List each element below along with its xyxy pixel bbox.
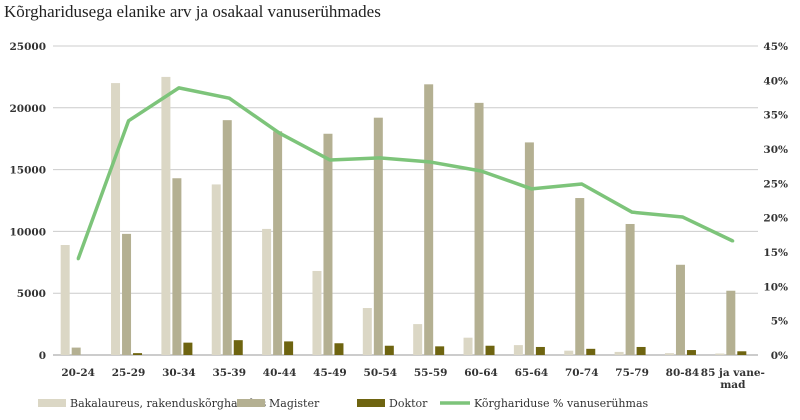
y-right-tick-label: 45% <box>763 41 788 53</box>
x-tick-label: 25-29 <box>112 367 146 379</box>
line-point <box>177 86 181 90</box>
legend-swatch <box>357 399 385 407</box>
x-tick-label: 65-64 <box>515 367 549 379</box>
x-tick-label: 50-54 <box>364 367 398 379</box>
bar-1 <box>172 178 182 355</box>
bar-2 <box>435 346 445 355</box>
bar-0 <box>312 270 322 355</box>
y-left-tick-label: 5000 <box>17 288 46 300</box>
y-left-tick-label: 25000 <box>9 41 46 53</box>
bar-0 <box>362 308 372 355</box>
bar-0 <box>614 351 624 355</box>
bar-0 <box>513 345 523 355</box>
bar-2 <box>636 346 646 355</box>
bar-1 <box>675 264 685 355</box>
bar-1 <box>726 290 736 355</box>
bar-0 <box>564 350 574 355</box>
legend-label: Magister <box>269 397 320 410</box>
bar-2 <box>183 342 193 355</box>
y-right-tick-label: 30% <box>763 144 788 156</box>
x-tick-label: 20-24 <box>61 367 95 379</box>
line-point <box>731 239 735 243</box>
line-series <box>76 86 734 260</box>
bar-2 <box>737 351 747 355</box>
y-right-tick-label: 5% <box>771 316 788 328</box>
legend-label: Kõrghariduse % vanuserühmas <box>474 397 649 410</box>
line-point <box>630 210 634 214</box>
bar-2 <box>535 346 545 355</box>
y-right-tick-label: 40% <box>763 75 788 87</box>
x-tick-label: 70-74 <box>565 367 599 379</box>
y-right-tick-label: 10% <box>763 281 788 293</box>
bar-1 <box>122 233 132 355</box>
x-tick-label: 35-39 <box>212 367 246 379</box>
line-point <box>378 156 382 160</box>
bar-2 <box>284 341 294 355</box>
bar-1 <box>575 198 585 355</box>
y-right-tick-label: 35% <box>763 110 788 122</box>
x-tick-label: mad <box>720 379 746 391</box>
x-tick-label: 60-64 <box>464 367 498 379</box>
bar-0 <box>211 184 221 355</box>
bar-1 <box>323 133 333 355</box>
chart-title: Kõrgharidusega elanike arv ja osakaal va… <box>4 2 381 21</box>
y-left-tick-label: 20000 <box>9 103 46 115</box>
line-point <box>328 158 332 162</box>
x-tick-label: 85 ja vane- <box>701 367 765 379</box>
y-left-tick-label: 0 <box>39 350 46 362</box>
bar-1 <box>474 102 484 355</box>
line-point <box>429 160 433 164</box>
bar-0 <box>715 353 725 355</box>
bar-0 <box>463 337 473 355</box>
bar-1 <box>71 347 81 355</box>
x-tick-label: 40-44 <box>263 367 297 379</box>
bar-2 <box>485 345 495 355</box>
x-tick-label: 80-84 <box>666 367 700 379</box>
bar-1 <box>625 223 635 355</box>
legend-label: Doktor <box>389 397 428 410</box>
bar-2 <box>686 350 696 355</box>
y-right-tick-label: 0% <box>771 350 788 362</box>
bar-2 <box>233 340 243 355</box>
x-tick-label: 55-59 <box>414 367 448 379</box>
line-point <box>127 119 131 123</box>
bar-0 <box>413 324 423 355</box>
line-point <box>680 215 684 219</box>
bar-1 <box>424 84 434 355</box>
legend-label: Bakalaureus, rakenduskõrgharidus <box>70 397 266 410</box>
y-left-tick-label: 10000 <box>9 226 46 238</box>
bar-0 <box>161 76 171 356</box>
bar-0 <box>262 228 272 355</box>
y-left-tick-label: 15000 <box>9 165 46 177</box>
x-tick-label: 45-49 <box>313 367 347 379</box>
bar-0 <box>664 353 674 355</box>
line-point <box>278 131 282 135</box>
bar-1 <box>222 120 232 355</box>
legend-swatch <box>38 399 66 407</box>
bar-0 <box>60 244 70 355</box>
line-point <box>76 257 80 261</box>
line-point <box>227 96 231 100</box>
line-point <box>479 169 483 173</box>
x-tick-label: 75-79 <box>615 367 649 379</box>
bar-1 <box>373 117 383 355</box>
bar-1 <box>273 131 283 355</box>
legend-swatch <box>237 399 265 407</box>
bar-2 <box>133 353 143 355</box>
bar-0 <box>111 83 121 355</box>
bar-2 <box>384 345 394 355</box>
y-right-tick-label: 25% <box>763 178 788 190</box>
bar-2 <box>334 343 344 355</box>
bar-2 <box>586 348 596 355</box>
x-tick-label: 30-34 <box>162 367 196 379</box>
line-point <box>529 187 533 191</box>
y-right-tick-label: 20% <box>763 213 788 225</box>
bar-1 <box>524 142 534 355</box>
y-right-tick-label: 15% <box>763 247 788 259</box>
line-point <box>580 182 584 186</box>
